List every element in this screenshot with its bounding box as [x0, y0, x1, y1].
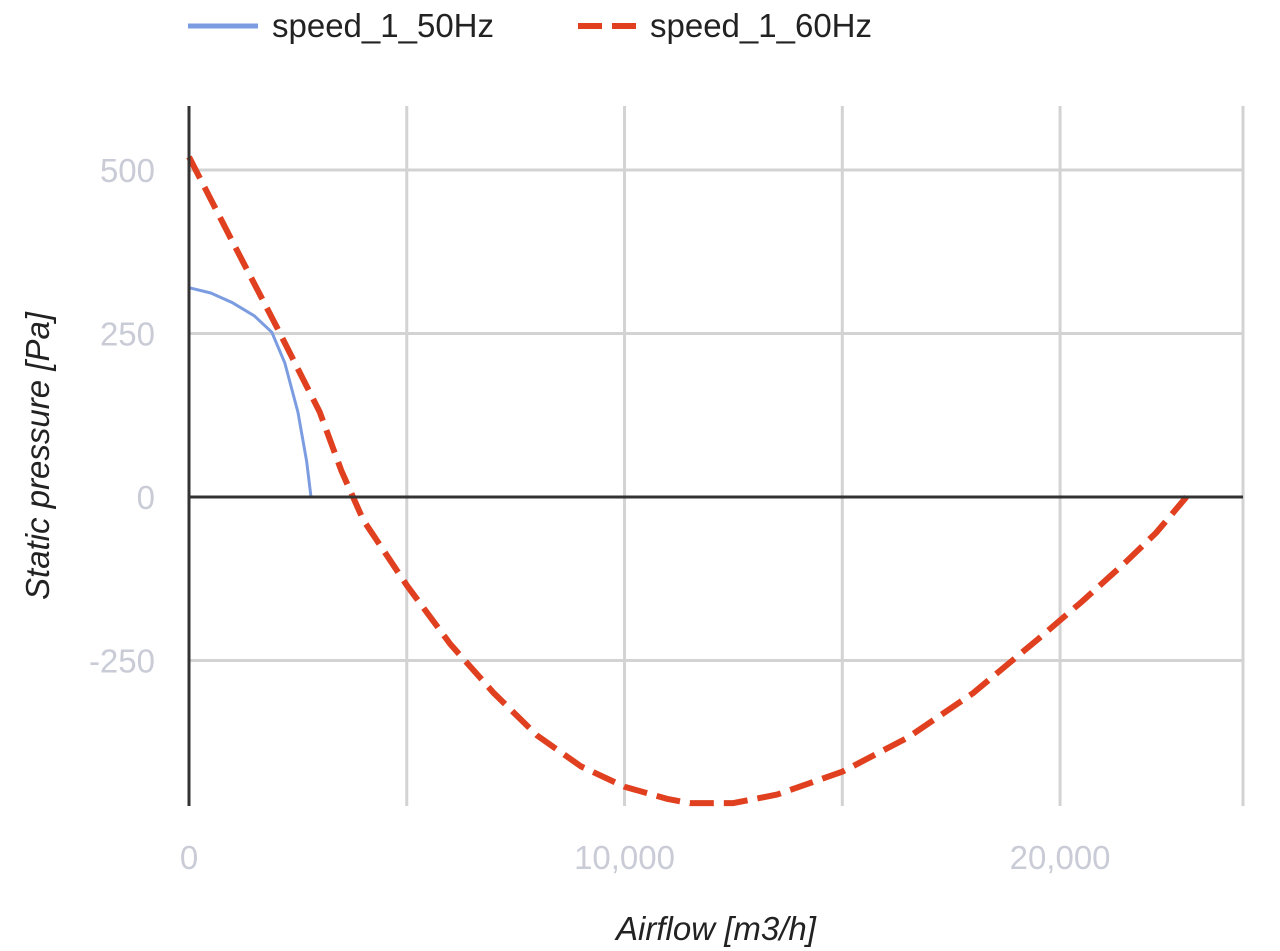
x-axis-title: Airflow [m3/h]: [614, 910, 817, 947]
legend: speed_1_50Hz speed_1_60Hz: [188, 7, 872, 44]
series-line-speed_1_50Hz: [188, 286, 313, 498]
y-tick-label: 500: [100, 152, 155, 189]
y-axis-title: Static pressure [Pa]: [19, 311, 56, 600]
legend-label: speed_1_50Hz: [272, 7, 494, 44]
x-tick-label: 10,000: [574, 839, 675, 876]
x-tick-label: 20,000: [1010, 839, 1111, 876]
legend-label: speed_1_60Hz: [650, 7, 872, 44]
axes: [187, 106, 1243, 806]
x-tick-label: 0: [180, 839, 198, 876]
series-layer: [186, 155, 1189, 807]
y-tick-label: 0: [137, 479, 155, 516]
series-line-speed_1_60Hz: [186, 155, 1189, 807]
legend-item-speed_1_60Hz[interactable]: speed_1_60Hz: [578, 7, 872, 44]
legend-item-speed_1_50Hz[interactable]: speed_1_50Hz: [188, 7, 494, 44]
grid: [189, 106, 1245, 806]
y-tick-label: 250: [100, 316, 155, 353]
labels: 500 250 0 -250 0 10,000 20,000 Airflow [m3/h] St…: [19, 152, 1111, 947]
y-tick-label: -250: [89, 643, 155, 680]
